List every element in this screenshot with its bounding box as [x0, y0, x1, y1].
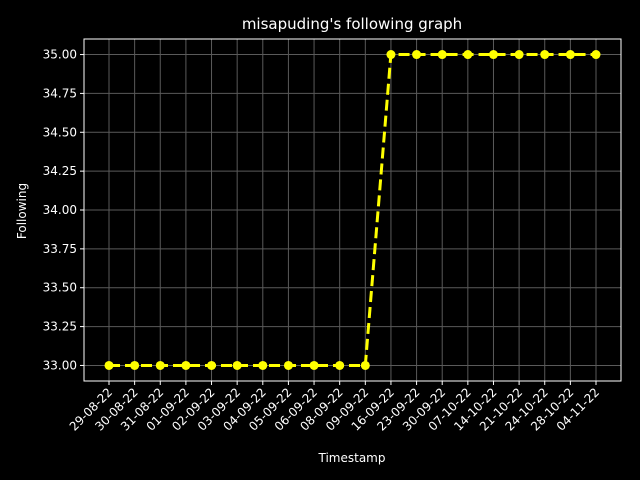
y-tick-label: 35.00	[43, 48, 77, 62]
y-axis-ticks: 33.00 33.25 33.50 33.75 34.00 34.25 34.50 34.75…	[43, 48, 84, 372]
data-point	[104, 360, 114, 370]
data-point	[207, 360, 217, 370]
y-tick-label: 33.75	[43, 242, 77, 256]
y-axis-label: Following	[15, 183, 29, 239]
data-point	[565, 50, 575, 60]
y-tick-label: 33.00	[43, 358, 77, 372]
data-point	[155, 360, 165, 370]
data-point	[591, 50, 601, 60]
data-point	[130, 360, 140, 370]
data-point	[412, 50, 422, 60]
grid-lines	[84, 39, 621, 381]
data-point	[514, 50, 524, 60]
data-point	[283, 360, 293, 370]
x-axis-label: Timestamp	[318, 451, 386, 465]
data-point	[258, 360, 268, 370]
data-point	[463, 50, 473, 60]
data-point	[335, 360, 345, 370]
data-point	[488, 50, 498, 60]
y-tick-label: 34.50	[43, 125, 77, 139]
data-point	[309, 360, 319, 370]
y-tick-label: 34.00	[43, 203, 77, 217]
y-tick-label: 33.50	[43, 281, 77, 295]
y-tick-label: 34.75	[43, 86, 77, 100]
y-tick-label: 33.25	[43, 320, 77, 334]
data-point	[232, 360, 242, 370]
data-point	[540, 50, 550, 60]
series-group	[104, 50, 601, 370]
data-point	[181, 360, 191, 370]
data-point	[437, 50, 447, 60]
data-point	[360, 360, 370, 370]
data-point	[386, 50, 396, 60]
y-tick-label: 34.25	[43, 164, 77, 178]
chart-title: misapuding's following graph	[242, 15, 462, 33]
